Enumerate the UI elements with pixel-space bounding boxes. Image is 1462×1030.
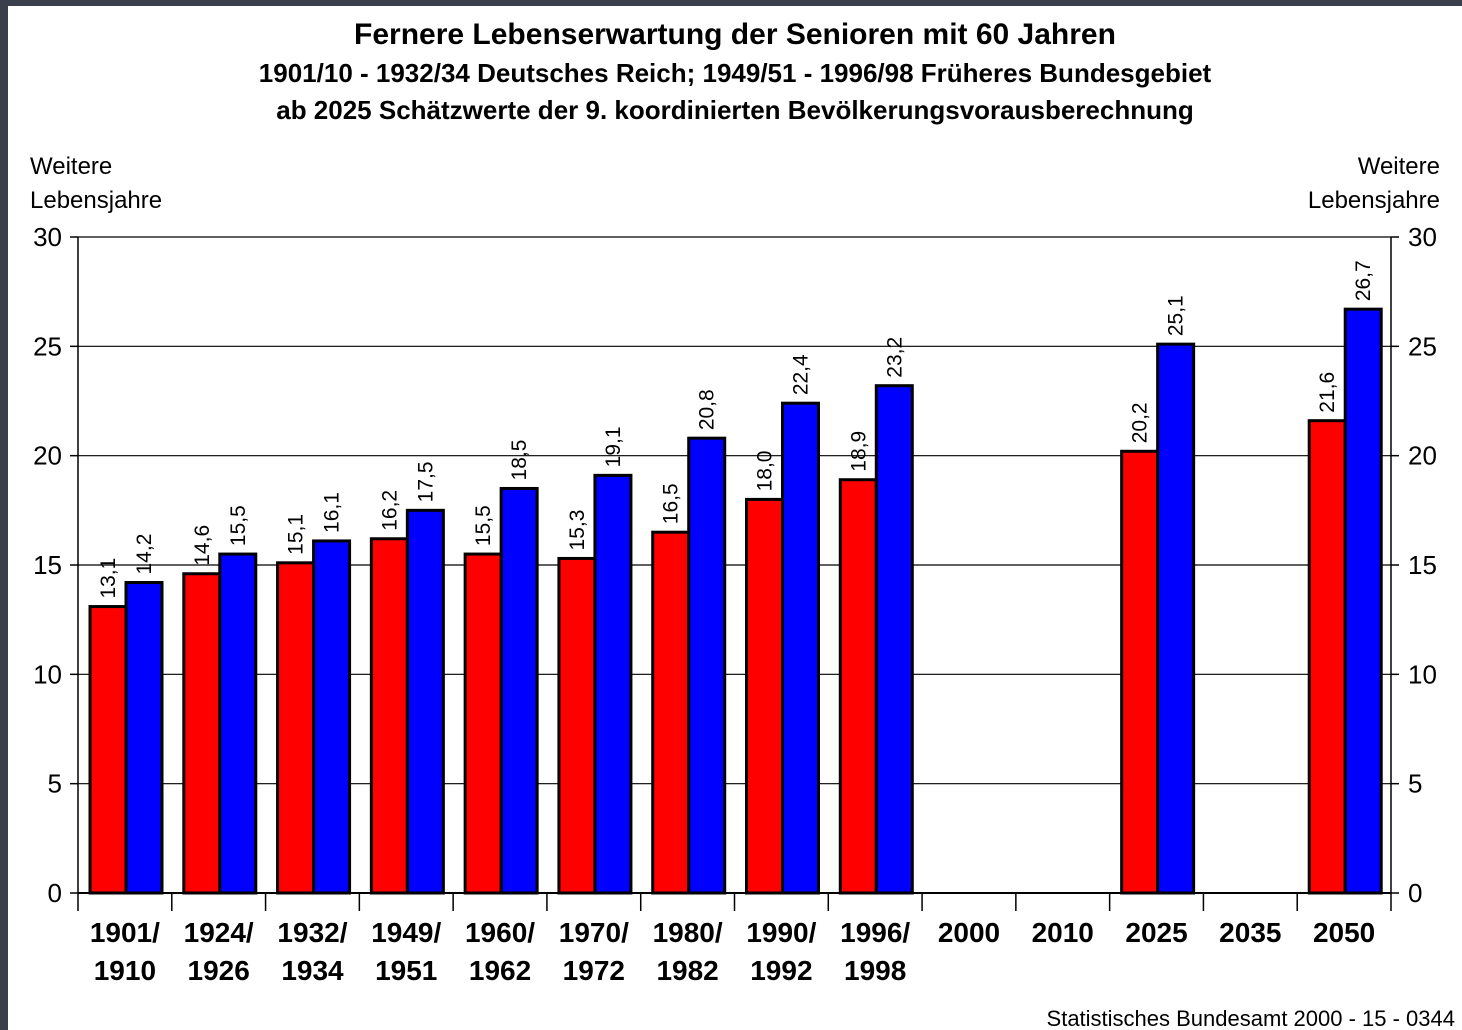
- source: Statistisches Bundesamt 2000 - 15 - 0344: [1047, 1006, 1455, 1030]
- chart-subtitle: 1901/10 - 1932/34 Deutsches Reich; 1949/…: [259, 58, 1212, 88]
- y-tick-label: 10: [33, 659, 62, 689]
- bar: [745, 497, 784, 895]
- value-label: 18,9: [847, 431, 870, 472]
- value-label: 20,8: [696, 389, 719, 430]
- value-label: 18,0: [754, 451, 777, 492]
- y2-tick-label: 25: [1408, 331, 1437, 361]
- bar: [124, 580, 164, 895]
- bar: [557, 556, 597, 895]
- x-tick-label: 1996/1998: [840, 917, 910, 986]
- x-tick-label: 1990/1992: [746, 917, 816, 986]
- value-label: 19,1: [602, 426, 625, 467]
- y2-tick-label: 20: [1408, 441, 1437, 471]
- bar: [369, 537, 409, 895]
- bar: [874, 384, 914, 895]
- x-tick-label: 1924/1926: [184, 917, 254, 986]
- value-label: 15,5: [472, 505, 495, 546]
- value-label: 16,1: [321, 492, 344, 533]
- value-label: 15,3: [566, 510, 589, 551]
- x-tick-label: 1932/1934: [277, 917, 347, 986]
- bar: [499, 486, 539, 895]
- bar: [276, 561, 316, 895]
- bar: [1343, 307, 1383, 895]
- bar: [463, 552, 503, 895]
- bar: [218, 552, 258, 895]
- bar: [1156, 342, 1196, 895]
- y-axis-label: Weitere Lebensjahre: [30, 153, 162, 214]
- bar: [88, 605, 128, 895]
- x-tick-label: 2035: [1219, 917, 1281, 948]
- y-tick-label: 0: [48, 878, 62, 908]
- bar: [651, 530, 691, 895]
- bar: [593, 473, 633, 895]
- value-label: 18,5: [508, 440, 531, 481]
- y2-tick-label: 0: [1408, 878, 1422, 908]
- value-label: 15,5: [227, 505, 250, 546]
- x-tick-label: 1901/1910: [90, 917, 160, 986]
- y2-tick-label: 15: [1408, 550, 1437, 580]
- x-tick-label: 2050: [1313, 917, 1375, 948]
- chart-title: Fernere Lebenserwartung der Senioren mit…: [354, 18, 1116, 51]
- value-label: 21,6: [1316, 372, 1339, 413]
- chart-subtitle: ab 2025 Schätzwerte der 9. koordinierten…: [276, 95, 1194, 125]
- x-tick-label: 2025: [1125, 917, 1187, 948]
- y2-tick-label: 30: [1408, 222, 1437, 252]
- y-tick-label: 5: [48, 769, 62, 799]
- x-tick-label: 1970/1972: [559, 917, 629, 986]
- y2-axis-label: Weitere Lebensjahre: [1308, 153, 1440, 214]
- y-tick-label: 15: [33, 550, 62, 580]
- value-label: 16,2: [378, 490, 401, 531]
- bar: [1120, 449, 1160, 895]
- bar: [1307, 419, 1347, 895]
- value-label: 13,1: [97, 558, 120, 599]
- y-tick-label: 20: [33, 441, 62, 471]
- bar: [405, 508, 445, 895]
- x-tick-label: 1949/1951: [371, 917, 441, 986]
- value-label: 20,2: [1129, 402, 1152, 443]
- value-label: 23,2: [883, 337, 906, 378]
- bar: [838, 478, 878, 895]
- x-tick-label: 1980/1982: [653, 917, 723, 986]
- y-tick-label: 30: [33, 222, 62, 252]
- value-label: 17,5: [414, 461, 437, 502]
- value-label: 15,1: [285, 514, 308, 555]
- bar: [781, 401, 820, 895]
- x-tick-label: 2010: [1032, 917, 1094, 948]
- x-tick-label: 1960/1962: [465, 917, 535, 986]
- value-label: 26,7: [1352, 260, 1375, 301]
- value-label: 16,5: [660, 483, 683, 524]
- y-tick-label: 25: [33, 331, 62, 361]
- y2-tick-label: 10: [1408, 659, 1437, 689]
- value-label: 25,1: [1165, 295, 1188, 336]
- y2-tick-label: 5: [1408, 769, 1422, 799]
- value-label: 22,4: [790, 354, 813, 395]
- bar: [687, 436, 727, 895]
- x-tick-label: 2000: [938, 917, 1000, 948]
- value-label: 14,6: [191, 525, 214, 566]
- bar: [182, 572, 222, 895]
- bar: [312, 539, 352, 895]
- value-label: 14,2: [133, 534, 156, 575]
